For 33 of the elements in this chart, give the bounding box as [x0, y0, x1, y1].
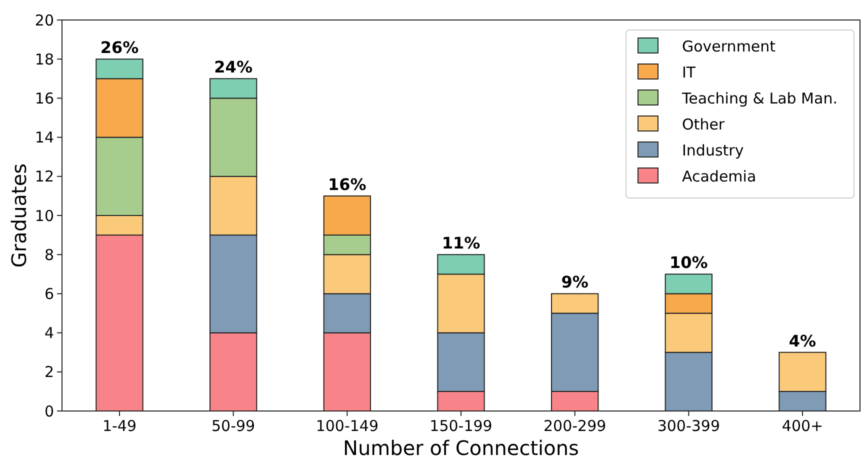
x-tick-label: 200-299 — [543, 417, 606, 435]
y-tick-label: 12 — [34, 168, 54, 186]
annotation: 11% — [442, 234, 480, 253]
annotation: 9% — [561, 272, 588, 292]
y-tick-label: 2 — [44, 363, 54, 382]
y-tick-label: 16 — [34, 89, 54, 108]
x-tick-label: 1-49 — [102, 417, 137, 435]
x-tick-label: 150-199 — [430, 417, 492, 435]
legend-label: Other — [682, 115, 726, 134]
legend-label: IT — [682, 63, 696, 82]
annotation: 24% — [214, 58, 252, 77]
legend-label: Teaching & Lab Man. — [681, 89, 838, 108]
y-tick-label: 20 — [34, 11, 54, 30]
y-axis-title: Graduates — [7, 163, 31, 268]
x-tick-label: 100-149 — [316, 417, 379, 435]
y-tick-label: 4 — [44, 324, 54, 342]
annotation: 4% — [788, 331, 816, 350]
annotation: 10% — [670, 253, 708, 272]
legend-label: Academia — [682, 167, 756, 186]
y-tick-label: 10 — [34, 206, 54, 225]
y-tick-label: 14 — [34, 128, 54, 147]
legend-label: Government — [682, 37, 776, 56]
legend-label: Industry — [682, 141, 744, 160]
annotation: 16% — [328, 174, 366, 194]
annotation: 26% — [100, 38, 139, 58]
x-tick-label: 400+ — [782, 417, 824, 435]
x-axis-title: Number of Connections — [343, 436, 579, 459]
y-tick-label: 8 — [44, 246, 54, 264]
x-tick-label: 300-399 — [657, 417, 720, 435]
y-tick-label: 0 — [44, 402, 54, 420]
x-tick-label: 50-99 — [212, 417, 256, 435]
y-tick-label: 18 — [34, 50, 54, 68]
y-tick-label: 6 — [44, 284, 54, 303]
